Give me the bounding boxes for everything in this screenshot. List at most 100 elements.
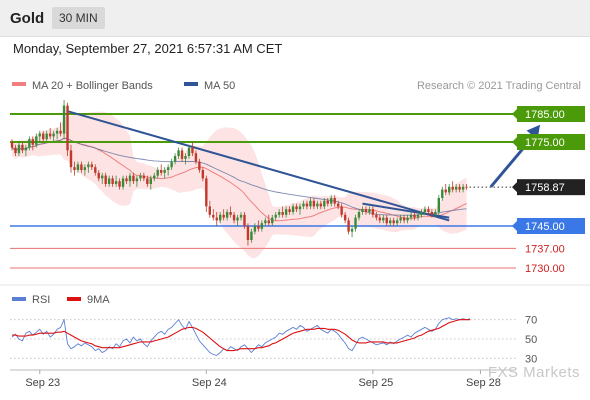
candle — [52, 130, 55, 142]
candle — [295, 203, 298, 212]
candle — [38, 130, 41, 142]
candle — [253, 223, 257, 235]
candle-body — [326, 200, 329, 204]
candle-body — [229, 212, 232, 215]
research-credit: Research © 2021 Trading Central — [417, 80, 581, 92]
rsi-tick-30: 30 — [525, 353, 537, 365]
candle-body — [156, 170, 159, 176]
candle — [125, 175, 128, 184]
candle-body — [69, 150, 73, 168]
candle-body — [31, 139, 35, 145]
candle — [323, 198, 326, 210]
candle-body — [378, 217, 382, 221]
candle — [76, 161, 80, 173]
candle — [45, 130, 48, 142]
candle-body — [295, 206, 298, 210]
candle — [461, 184, 465, 193]
candle-body — [309, 200, 312, 207]
candle — [62, 100, 66, 140]
trendline-2 — [362, 202, 450, 219]
candle — [121, 175, 125, 190]
candle-body — [357, 212, 361, 218]
x-label-Sep-25: Sep 25 — [358, 377, 393, 389]
support-label-box — [517, 218, 585, 234]
rsi-legend-label-2: 9MA — [87, 294, 110, 306]
timeframe-badge[interactable]: 30 MIN — [52, 7, 105, 29]
label-pointer — [512, 137, 517, 147]
rsi-legend-swatch-2 — [67, 297, 81, 301]
candle — [413, 212, 416, 221]
candle — [319, 200, 323, 210]
candle — [309, 198, 312, 210]
candle-body — [382, 217, 385, 221]
candle-body — [35, 136, 38, 145]
candle — [392, 217, 395, 226]
candle-body — [128, 175, 132, 182]
candle — [191, 142, 194, 156]
rsi-legend-swatch-1 — [12, 297, 26, 301]
candle-body — [420, 212, 423, 215]
candle — [350, 226, 354, 238]
candle — [111, 175, 114, 187]
candle-body — [319, 203, 323, 207]
candle — [427, 206, 430, 215]
candle-body — [458, 186, 461, 190]
rsi-line — [11, 317, 471, 356]
chart-datetime: Monday, September 27, 2021 6:57:31 AM CE… — [13, 41, 283, 56]
candle-body — [107, 178, 111, 184]
candle-body — [236, 217, 239, 221]
candle-body — [347, 220, 350, 232]
candle — [368, 206, 371, 215]
candle — [385, 214, 388, 226]
resistance-label-box — [517, 106, 585, 122]
candle — [343, 212, 347, 224]
candle-body — [225, 212, 229, 218]
candle-body — [118, 181, 121, 187]
candle-body — [111, 178, 114, 184]
candle-body — [28, 139, 31, 148]
resistance-label: 1785.00 — [525, 109, 565, 121]
candle-body — [163, 170, 166, 173]
candle-body — [271, 217, 274, 224]
candle-body — [250, 231, 253, 240]
candle-body — [291, 206, 295, 212]
candle-body — [160, 170, 163, 173]
candle-body — [76, 164, 80, 170]
candle — [437, 195, 441, 215]
candle — [104, 172, 107, 187]
candle-body — [55, 130, 59, 134]
candle-body — [371, 209, 375, 215]
candle-body — [312, 200, 316, 207]
candle — [267, 214, 270, 226]
candle — [128, 172, 132, 187]
candle-body — [153, 175, 156, 179]
candle — [173, 153, 177, 165]
label-pointer — [512, 109, 517, 119]
candle — [90, 161, 94, 170]
candle — [257, 220, 260, 232]
candle — [260, 220, 264, 232]
candle — [156, 167, 159, 179]
candle-body — [191, 147, 194, 154]
candle — [229, 206, 232, 218]
candle — [59, 122, 62, 137]
candle — [395, 217, 399, 226]
candle-body — [395, 220, 399, 224]
candle — [347, 217, 350, 235]
candle — [271, 214, 274, 226]
candle-body — [180, 150, 184, 159]
candle-body — [208, 206, 211, 215]
candle-body — [52, 133, 55, 137]
candle-body — [465, 186, 468, 188]
candle-body — [194, 153, 198, 162]
candle-body — [104, 175, 107, 184]
candle-body — [437, 198, 441, 212]
candle-body — [87, 164, 90, 168]
candle — [302, 200, 305, 210]
candle-body — [430, 212, 434, 215]
candle-body — [232, 214, 236, 221]
instrument-title: Gold — [10, 10, 45, 27]
candle — [198, 158, 201, 173]
candle — [114, 175, 118, 187]
